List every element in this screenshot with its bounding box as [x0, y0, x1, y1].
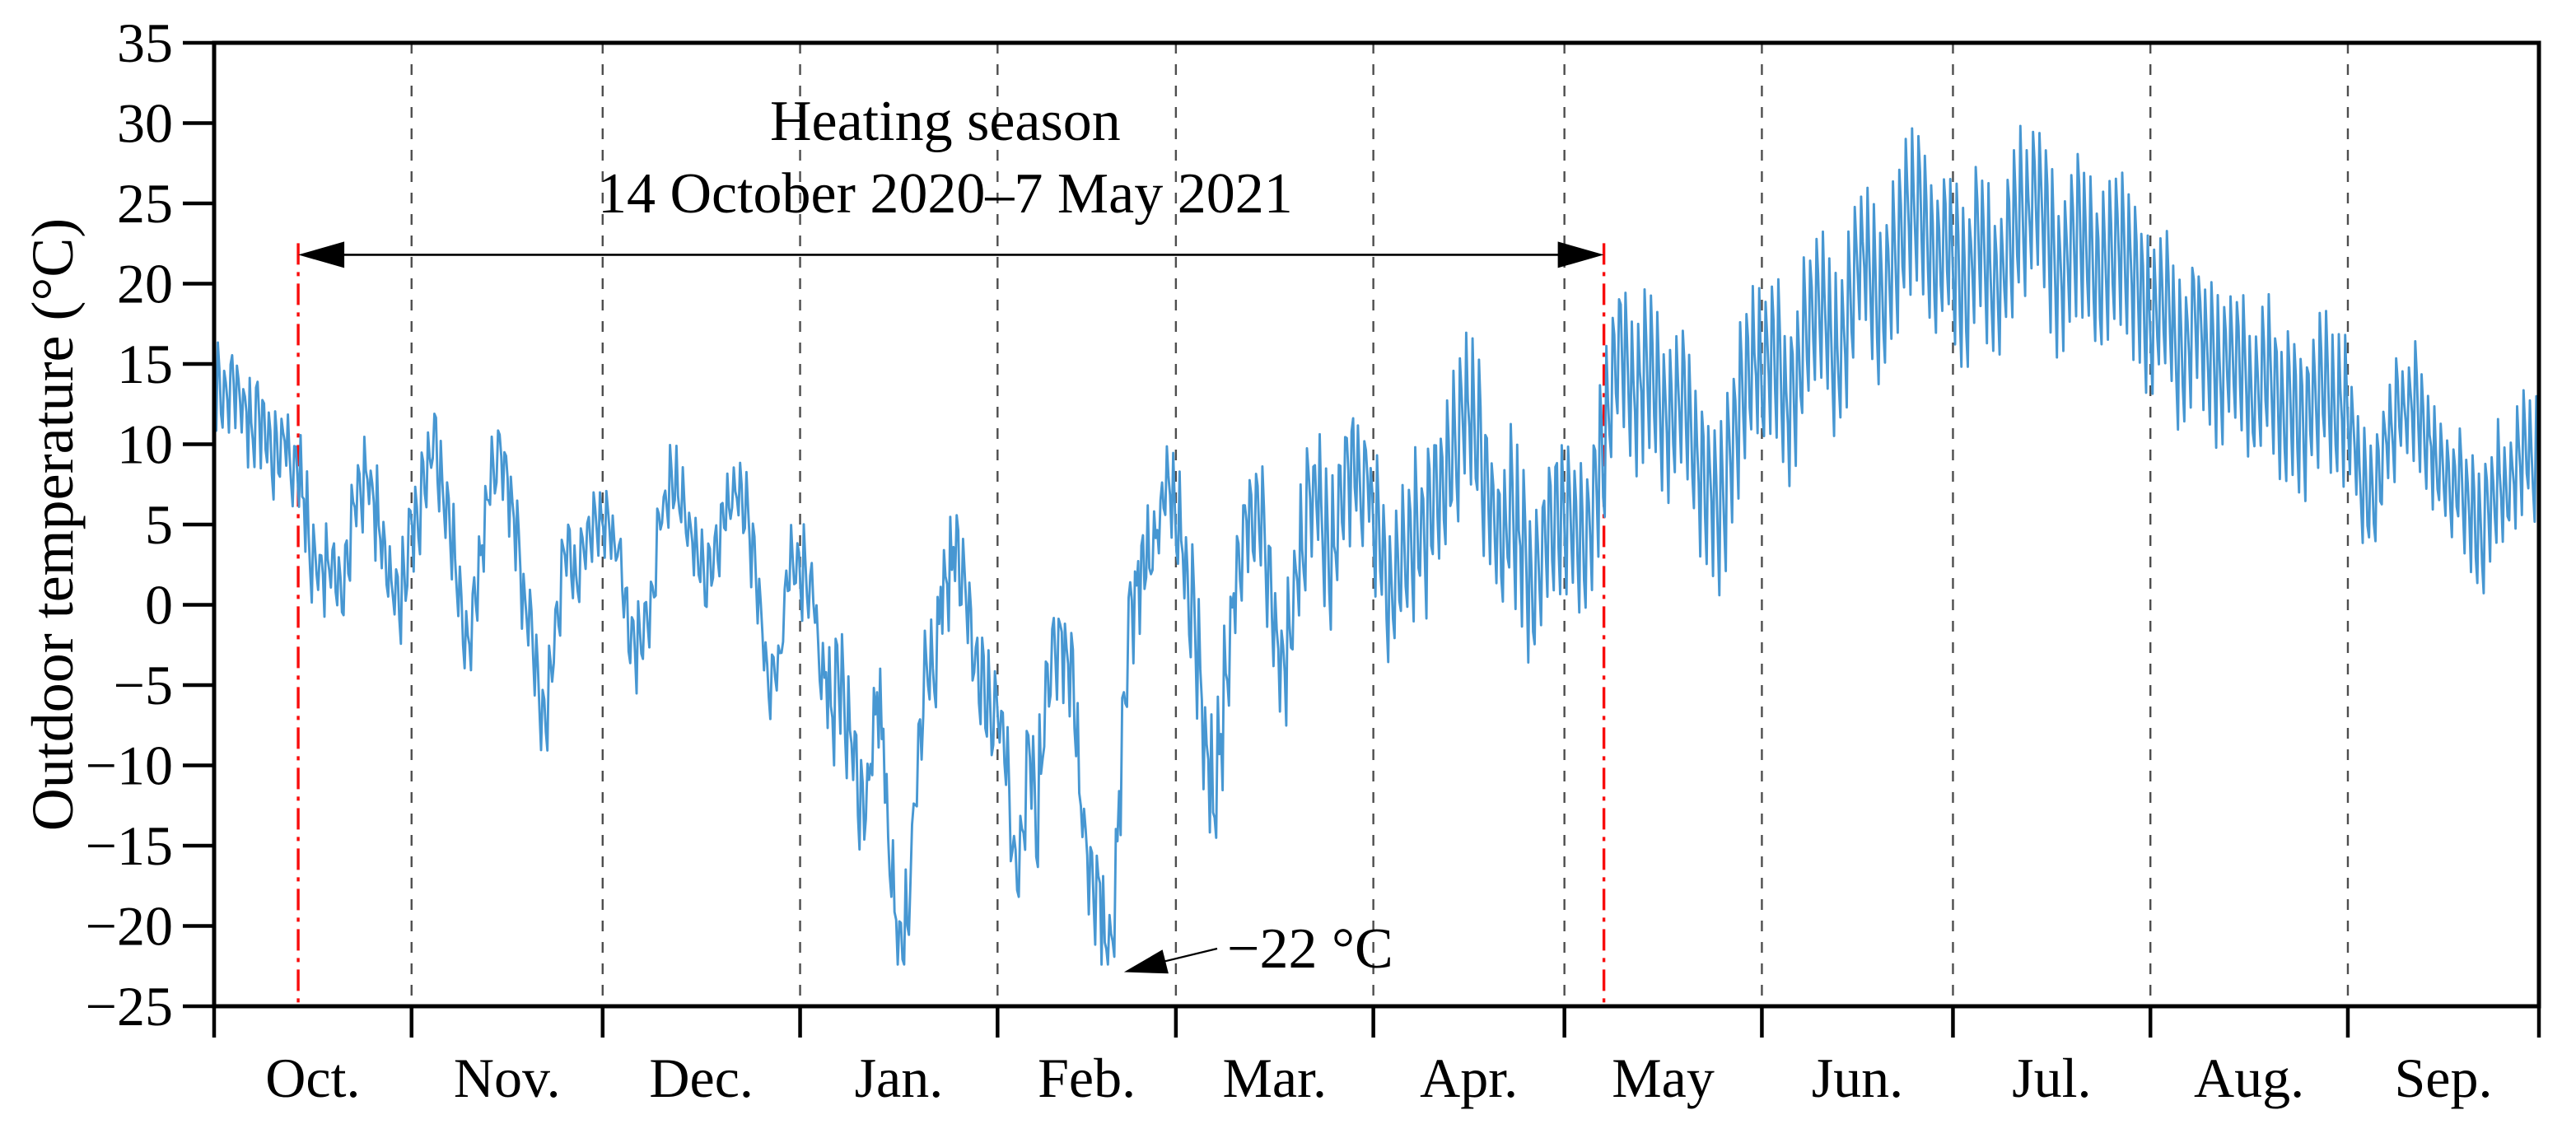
x-axis: Oct. Nov. Dec. Jan. Feb. Mar. Apr. May Jun. Jul. A… — [212, 1006, 2541, 1109]
x-month-label: Jun. — [1812, 1047, 1903, 1109]
x-month-label: Jul. — [2012, 1047, 2091, 1109]
x-month-label: Oct. — [265, 1047, 360, 1109]
y-tick-label: −25 — [86, 975, 173, 1038]
x-month-label: Jan. — [855, 1047, 944, 1109]
arrowhead-right-icon — [1557, 241, 1604, 268]
y-tick-label: 35 — [117, 12, 173, 74]
min-temp-arrowhead-icon — [1123, 949, 1169, 974]
y-tick-label: 20 — [117, 253, 173, 315]
min-temp-label: −22 °C — [1227, 917, 1393, 981]
y-tick-label: −10 — [86, 735, 173, 797]
x-month-label: May — [1612, 1047, 1715, 1109]
y-tick-label: −15 — [86, 814, 173, 877]
y-axis-title: Outdoor temperature (°C) — [20, 218, 86, 832]
heating-season-annotation: Heating season 14 October 2020–7 May 2021 — [296, 90, 1606, 1006]
y-axis: 35 30 25 20 15 10 5 0 −5 −10 −15 −20 −25 Outdoor temp… — [20, 12, 214, 1038]
y-tick-label: −5 — [114, 654, 173, 716]
min-temp-annotation: −22 °C — [1123, 917, 1393, 981]
heating-season-title: Heating season — [770, 90, 1121, 153]
x-month-label: Nov. — [454, 1047, 561, 1109]
y-tick-label: 10 — [117, 413, 173, 476]
y-tick-label: 5 — [145, 493, 173, 556]
arrowhead-left-icon — [298, 241, 345, 268]
heating-season-dates: 14 October 2020–7 May 2021 — [598, 162, 1293, 226]
x-month-label: Apr. — [1420, 1047, 1518, 1109]
y-tick-label: 30 — [117, 92, 173, 155]
y-tick-label: −20 — [86, 895, 173, 958]
x-month-label: Mar. — [1222, 1047, 1327, 1109]
x-month-label: Dec. — [649, 1047, 753, 1109]
y-tick-label: 15 — [117, 333, 173, 395]
y-tick-label: 25 — [117, 172, 173, 235]
x-month-label: Aug. — [2194, 1047, 2304, 1109]
x-month-label: Sep. — [2394, 1047, 2492, 1109]
temperature-line-series — [213, 124, 2540, 966]
x-month-label: Feb. — [1038, 1047, 1136, 1109]
y-tick-label: 0 — [145, 574, 173, 637]
